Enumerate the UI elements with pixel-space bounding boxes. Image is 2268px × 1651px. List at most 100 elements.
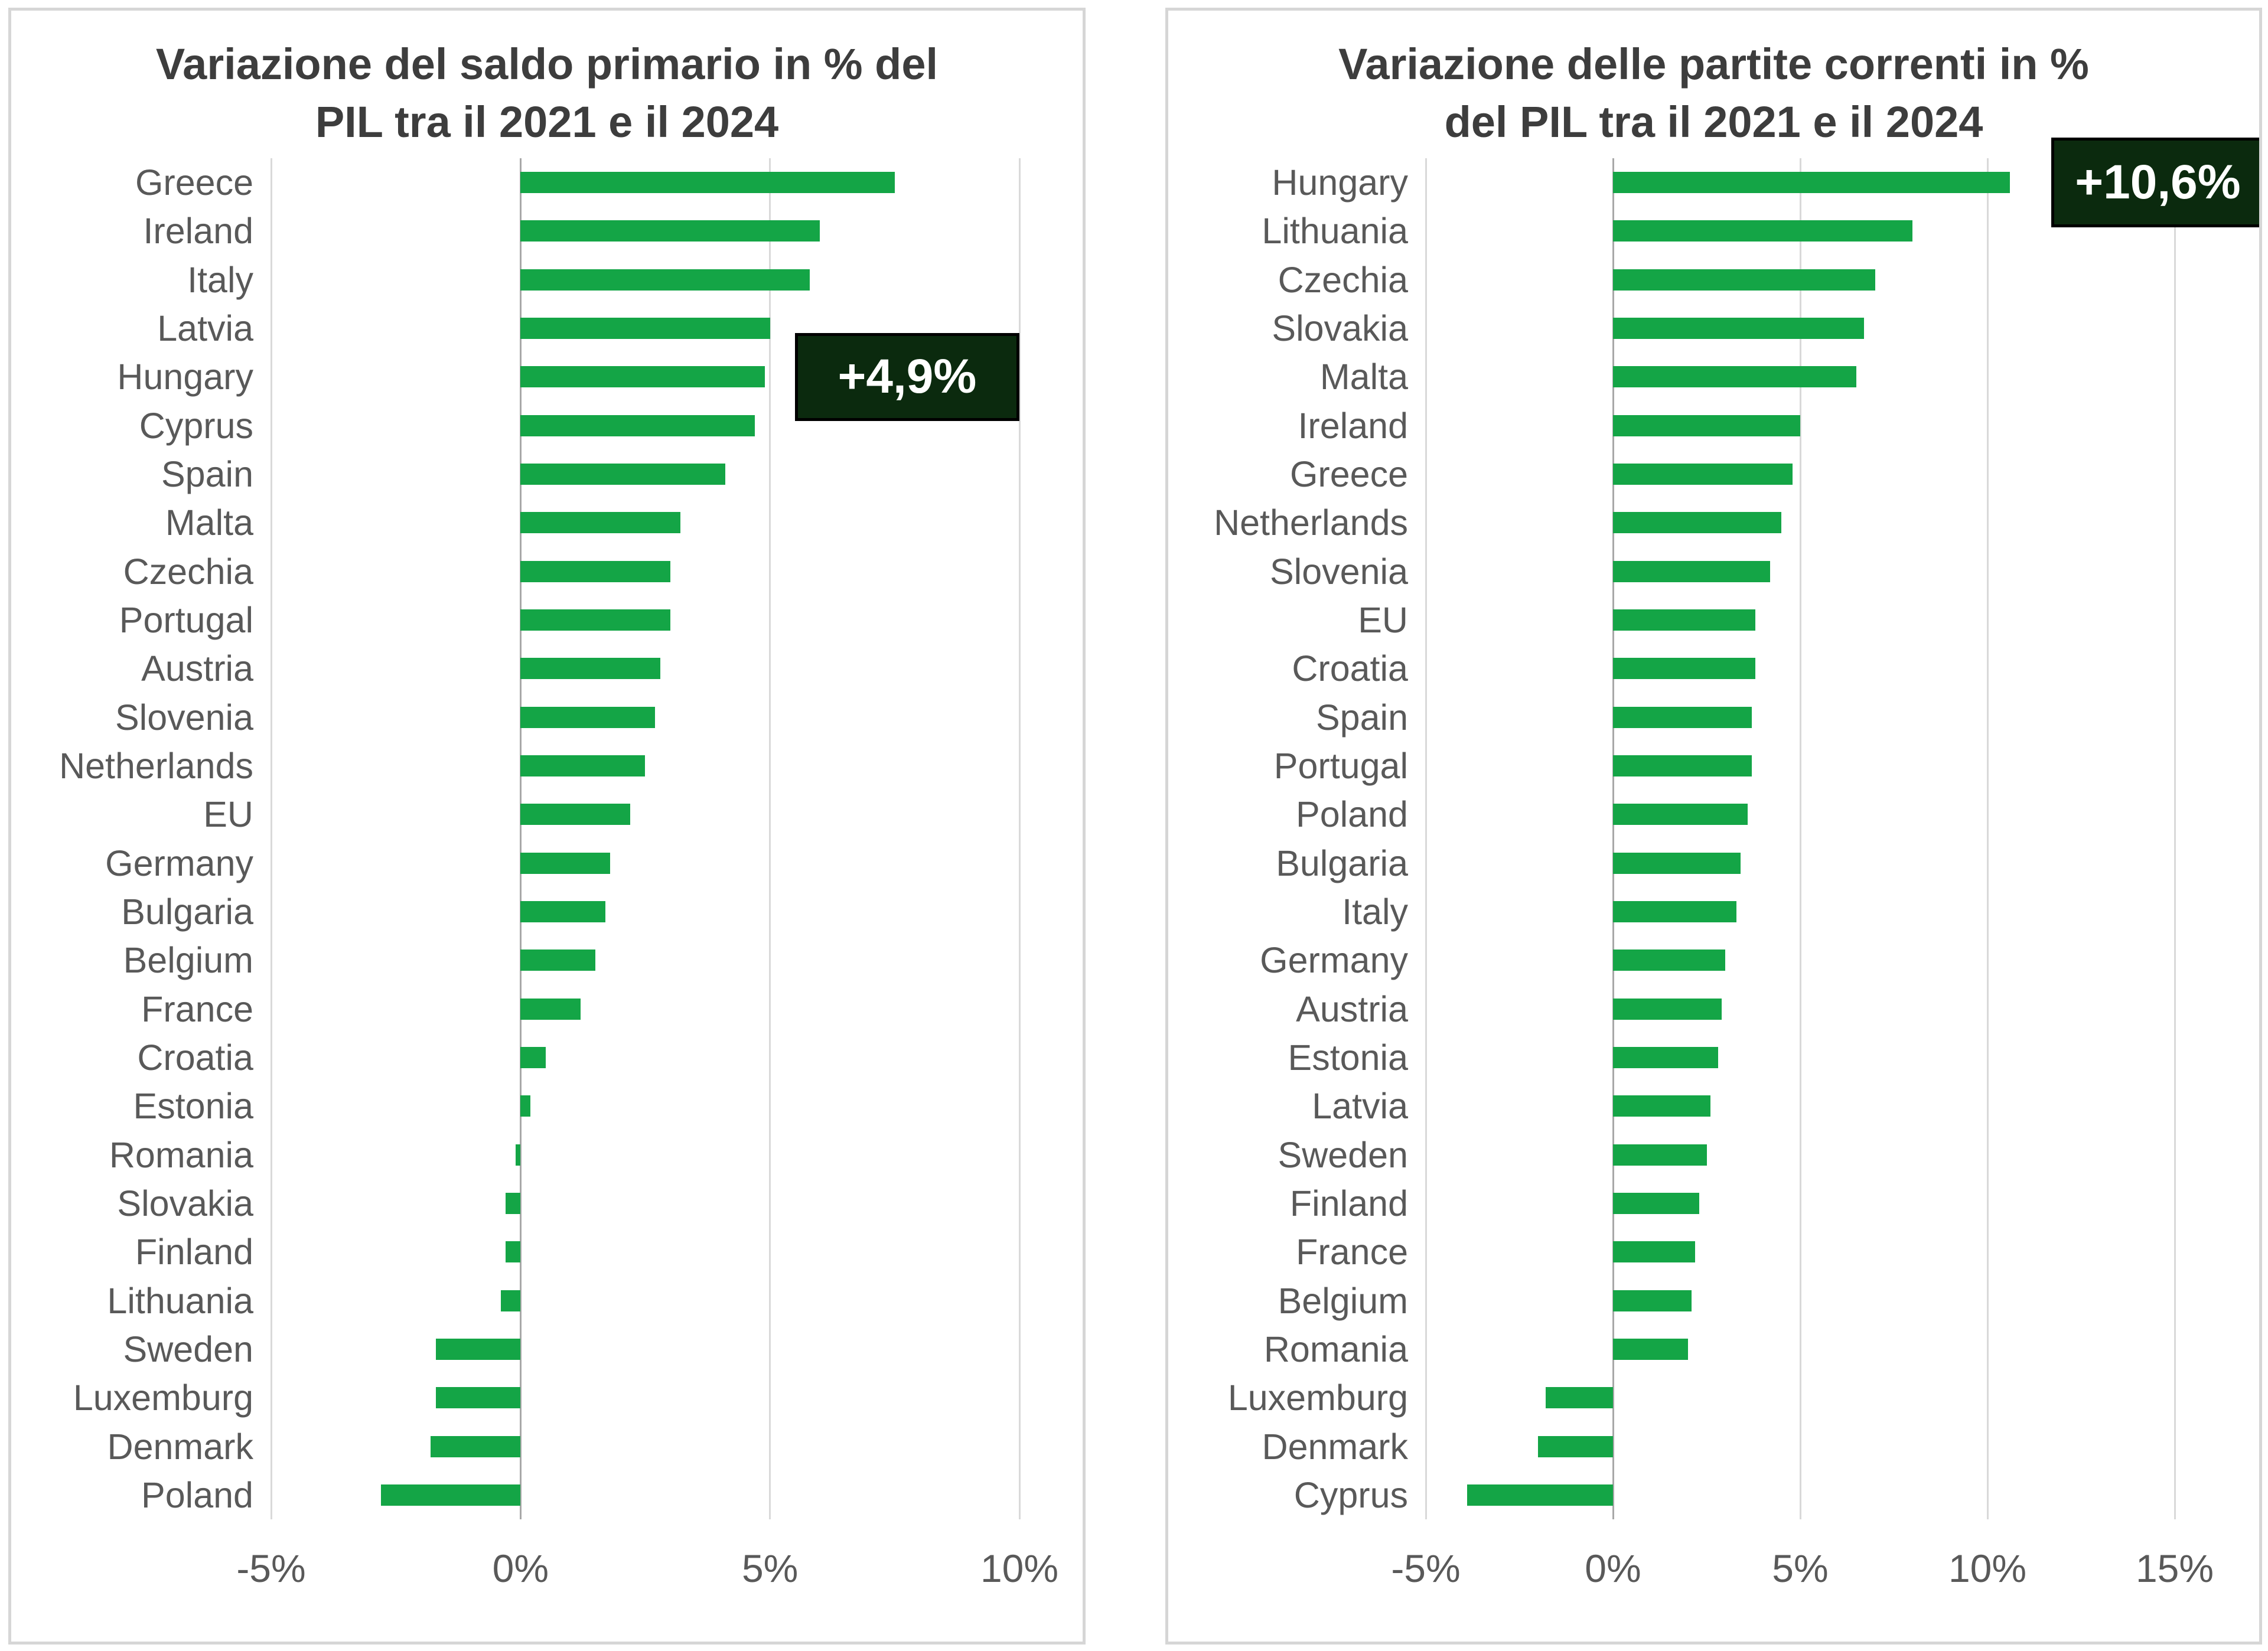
bar-croatia [520, 1046, 546, 1068]
bar-romania [515, 1144, 521, 1166]
callout-badge-right: +10,6% [2051, 138, 2259, 228]
category-label-italy: Italy [1342, 891, 1408, 932]
category-label-bulgaria: Bulgaria [121, 891, 253, 932]
category-label-belgium: Belgium [123, 940, 253, 981]
category-label-poland: Poland [141, 1474, 253, 1515]
category-label-sweden: Sweden [123, 1329, 253, 1369]
bar-denmark [1538, 1435, 1613, 1457]
bar-portugal [1613, 755, 1752, 777]
x-tick-label: -5% [236, 1546, 306, 1590]
category-label-slovakia: Slovakia [1272, 308, 1408, 349]
category-label-latvia: Latvia [1312, 1086, 1408, 1127]
category-label-cyprus: Cyprus [139, 405, 253, 446]
bar-belgium [1613, 1290, 1692, 1311]
x-tick-label: -5% [1391, 1546, 1461, 1590]
bar-sweden [435, 1338, 521, 1360]
category-label-slovenia: Slovenia [115, 697, 253, 738]
bar-greece [520, 172, 895, 194]
bar-netherlands [1613, 512, 1782, 534]
bar-slovakia [1613, 318, 1864, 340]
category-label-lithuania: Lithuania [107, 1280, 253, 1321]
category-label-greece: Greece [135, 162, 253, 203]
x-tick-label: 5% [741, 1546, 799, 1590]
category-label-latvia: Latvia [157, 308, 253, 349]
bar-netherlands [520, 755, 646, 777]
bar-slovenia [520, 706, 656, 728]
bar-finland [1613, 1192, 1699, 1214]
category-label-france: France [1296, 1232, 1408, 1272]
category-label-belgium: Belgium [1278, 1280, 1408, 1321]
category-label-malta: Malta [1319, 357, 1408, 397]
category-label-ireland: Ireland [1298, 405, 1408, 446]
category-label-czechia: Czechia [123, 551, 253, 592]
x-tick-label: 10% [980, 1546, 1059, 1590]
y-axis-labels-right: Hungary Lithuania Czechia Slovakia Malta Irel… [1168, 158, 1408, 1519]
category-label-hungary: Hungary [117, 357, 253, 397]
plot-area-left: +4,9% [270, 158, 1021, 1519]
category-label-estonia: Estonia [1288, 1037, 1408, 1078]
category-label-austria: Austria [141, 648, 253, 689]
x-tick-label: 5% [1772, 1546, 1829, 1590]
chart-panel-current-account: Variazione delle partite correnti in % d… [1165, 8, 2262, 1645]
bar-estonia [520, 1095, 531, 1117]
category-label-greece: Greece [1289, 454, 1408, 495]
bar-cyprus [520, 415, 755, 436]
chart-title-right-line2: del PIL tra il 2021 e il 2024 [1444, 97, 1983, 146]
category-label-netherlands: Netherlands [59, 746, 253, 786]
bar-ireland [520, 220, 820, 242]
bar-estonia [1613, 1046, 1718, 1068]
gridline [1018, 158, 1021, 1519]
category-label-germany: Germany [105, 843, 253, 883]
bar-portugal [520, 609, 670, 631]
bar-latvia [520, 318, 770, 340]
bar-belgium [520, 950, 596, 971]
category-label-eu: EU [1358, 600, 1408, 641]
category-label-germany: Germany [1260, 940, 1408, 981]
gridline [1425, 158, 1427, 1519]
category-label-portugal: Portugal [119, 600, 253, 641]
bar-slovenia [1613, 560, 1771, 582]
bar-sweden [1613, 1144, 1707, 1166]
callout-text-left: +4,9% [838, 350, 977, 404]
zero-axis-line [1612, 158, 1614, 1519]
plot-area-right: +10,6% [1425, 138, 2259, 1519]
bar-croatia [1613, 658, 1755, 680]
bar-malta [1613, 366, 1857, 388]
bar-finland [505, 1241, 521, 1263]
category-label-slovenia: Slovenia [1270, 551, 1408, 592]
bar-greece [1613, 464, 1793, 485]
bar-germany [1613, 950, 1726, 971]
category-label-croatia: Croatia [1292, 648, 1408, 689]
category-label-romania: Romania [1263, 1329, 1408, 1369]
bar-luxemburg [1545, 1387, 1613, 1409]
bar-latvia [1613, 1095, 1710, 1117]
bar-malta [520, 512, 680, 534]
category-label-hungary: Hungary [1272, 162, 1408, 203]
bar-france [520, 998, 581, 1020]
category-label-slovakia: Slovakia [117, 1183, 253, 1223]
category-label-cyprus: Cyprus [1293, 1474, 1408, 1515]
category-label-poland: Poland [1296, 794, 1408, 835]
bar-czechia [1613, 269, 1875, 291]
category-label-portugal: Portugal [1273, 746, 1408, 786]
bar-bulgaria [520, 900, 605, 922]
bar-slovakia [505, 1192, 521, 1214]
chart-title-left-line1: Variazione del saldo primario in % del [155, 40, 939, 89]
bar-germany [520, 852, 611, 874]
bar-eu [520, 804, 631, 826]
y-axis-labels-left: Greece Ireland Italy Latvia Hungary Cyprus Spa… [11, 158, 253, 1519]
bar-eu [1613, 609, 1755, 631]
x-axis-right: -5% 0% 5% 10% 15% [1391, 1531, 2214, 1602]
category-label-eu: EU [203, 794, 253, 835]
bar-austria [1613, 998, 1722, 1020]
gridline [769, 158, 771, 1519]
category-label-sweden: Sweden [1278, 1134, 1408, 1175]
bar-romania [1613, 1338, 1688, 1360]
chart-title-right: Variazione delle partite correnti in % d… [1168, 35, 2259, 151]
category-label-spain: Spain [161, 454, 253, 495]
gridline [270, 158, 272, 1519]
chart-title-left-line2: PIL tra il 2021 e il 2024 [315, 97, 779, 146]
category-label-croatia: Croatia [137, 1037, 253, 1078]
category-label-luxemburg: Luxemburg [73, 1378, 253, 1418]
